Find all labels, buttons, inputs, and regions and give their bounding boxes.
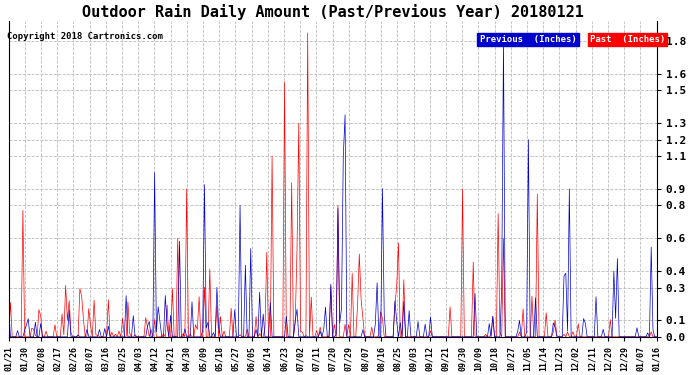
Text: Past  (Inches): Past (Inches) xyxy=(590,35,665,44)
Title: Outdoor Rain Daily Amount (Past/Previous Year) 20180121: Outdoor Rain Daily Amount (Past/Previous… xyxy=(81,4,584,20)
Text: Copyright 2018 Cartronics.com: Copyright 2018 Cartronics.com xyxy=(7,32,163,41)
Text: Previous  (Inches): Previous (Inches) xyxy=(480,35,576,44)
